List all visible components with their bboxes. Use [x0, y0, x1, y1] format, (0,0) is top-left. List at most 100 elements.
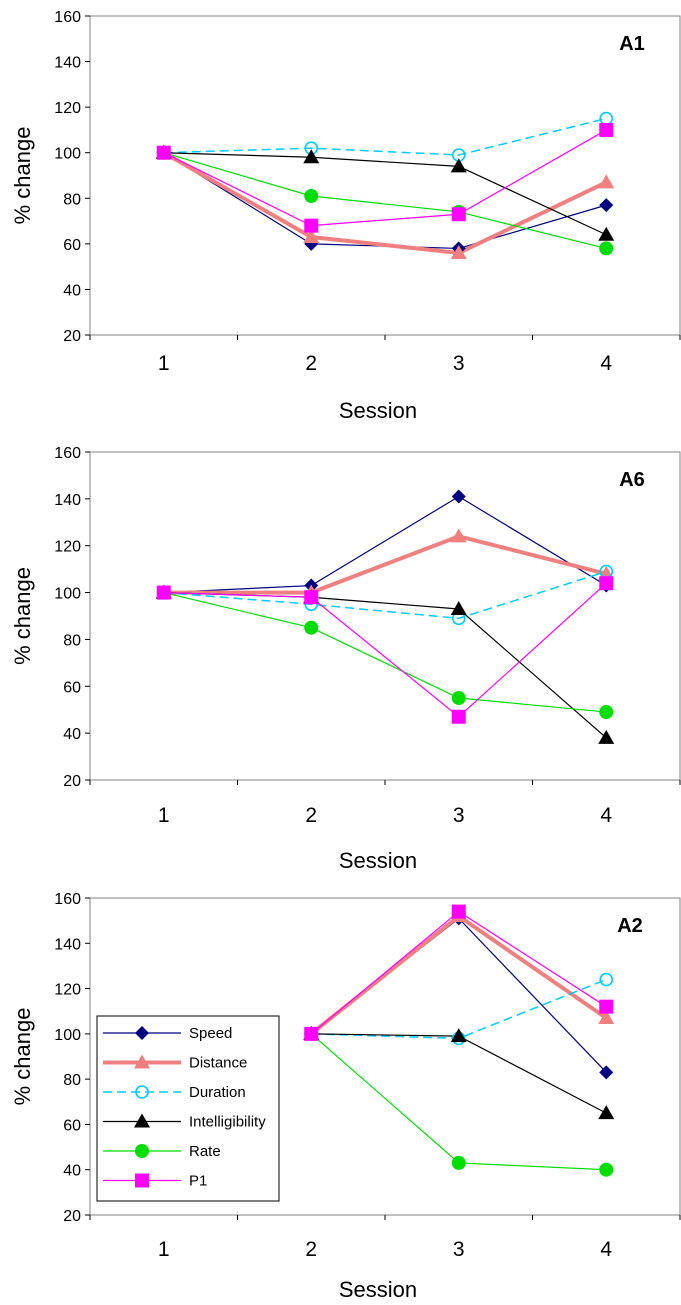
data-point-intelligibility — [450, 600, 467, 615]
legend-marker-intelligibility — [134, 1113, 150, 1128]
legend-marker-p1 — [135, 1173, 149, 1188]
x-tick-label: 4 — [600, 804, 612, 827]
series-line-rate — [163, 152, 607, 249]
data-point-p1 — [304, 218, 319, 233]
x-tick-label: 4 — [600, 1238, 612, 1261]
x-tick-label: 1 — [158, 1238, 170, 1261]
data-point-intelligibility — [450, 1028, 467, 1043]
data-point-p1 — [156, 585, 171, 600]
series-line-intelligibility — [163, 591, 607, 739]
series-line-p1 — [163, 129, 607, 227]
series-line-intelligibility — [163, 152, 607, 236]
series-line-speed — [163, 495, 607, 594]
legend-label-speed: Speed — [189, 1025, 232, 1042]
data-point-rate — [599, 1162, 614, 1177]
y-tick-label: 40 — [63, 726, 81, 743]
legend-label-p1: P1 — [189, 1173, 207, 1190]
panel-label: A1 — [619, 33, 645, 55]
data-point-rate — [599, 241, 614, 256]
y-tick-label: 140 — [54, 492, 81, 509]
y-tick-label: 60 — [63, 237, 81, 254]
y-tick-label: 140 — [54, 936, 81, 953]
y-tick-label: 40 — [63, 1163, 81, 1180]
x-tick-label: 3 — [453, 804, 465, 827]
data-point-distance — [598, 174, 615, 189]
y-tick-label: 80 — [63, 1072, 81, 1089]
y-axis-title: % change — [10, 127, 35, 225]
legend-marker-rate — [135, 1144, 149, 1158]
data-point-speed — [599, 198, 614, 213]
data-point-rate — [451, 1155, 466, 1170]
x-axis-title: Session — [339, 848, 417, 873]
series-line-p1 — [310, 910, 607, 1035]
series-line-intelligibility — [311, 1033, 607, 1114]
data-point-p1 — [599, 999, 614, 1014]
data-point-duration — [599, 111, 614, 126]
series-line-duration — [163, 117, 607, 156]
data-point-p1 — [451, 904, 466, 919]
data-point-duration — [599, 972, 614, 987]
series-line-duration — [163, 570, 607, 620]
y-tick-label: 120 — [54, 982, 81, 999]
chart-panel-1: 20 40 60 80 100 120 140 160 1 2 3 4 Session % change A… — [10, 9, 681, 423]
panel-label: A6 — [619, 469, 645, 491]
legend-marker-duration — [135, 1085, 149, 1099]
y-tick-label: 80 — [63, 191, 81, 208]
series-line-speed — [310, 917, 607, 1073]
data-point-rate — [304, 189, 319, 204]
legend-label-intelligibility: Intelligibility — [189, 1114, 266, 1131]
chart-panel-2: 20 40 60 80 100 120 140 160 1 2 3 4 Session % change A… — [10, 445, 681, 873]
chart-panel-3: 20 40 60 80 100 120 140 160 1 2 3 4 Session % change A… — [10, 891, 681, 1302]
series-line-rate — [163, 591, 607, 713]
legend: Speed Distance Duration Intelligibility Rate… — [96, 1015, 280, 1202]
data-point-p1 — [304, 590, 319, 605]
series-line-p1 — [163, 582, 607, 718]
data-point-rate — [599, 705, 614, 720]
legend-label-distance: Distance — [189, 1055, 247, 1072]
data-point-speed — [451, 489, 466, 504]
data-point-p1 — [599, 576, 614, 591]
plot-area — [89, 451, 681, 781]
y-axis-title: % change — [10, 1008, 35, 1106]
data-point-p1 — [599, 122, 614, 137]
x-tick-label: 2 — [305, 1238, 317, 1261]
y-tick-label: 20 — [63, 1208, 81, 1225]
series-line-rate — [310, 1033, 607, 1171]
data-point-p1 — [451, 207, 466, 222]
data-point-distance — [450, 528, 467, 543]
legend-box — [96, 1015, 280, 1202]
data-point-p1 — [156, 145, 171, 160]
y-tick-label: 160 — [54, 9, 81, 26]
data-point-intelligibility — [598, 1105, 615, 1120]
series-line-speed — [163, 152, 607, 250]
x-tick-label: 4 — [600, 352, 612, 375]
data-point-distance — [303, 229, 320, 244]
panel-label: A2 — [617, 915, 643, 937]
y-tick-label: 100 — [54, 1027, 81, 1044]
y-tick-label: 160 — [54, 445, 81, 462]
x-tick-label: 1 — [158, 804, 170, 827]
data-point-speed — [599, 1065, 614, 1080]
y-tick-label: 120 — [54, 100, 81, 117]
x-tick-label: 2 — [305, 804, 317, 827]
data-point-intelligibility — [598, 226, 615, 241]
x-tick-label: 3 — [453, 352, 465, 375]
series-line-distance — [162, 150, 608, 256]
x-axis-title: Session — [339, 398, 417, 423]
y-tick-label: 80 — [63, 632, 81, 649]
data-point-p1 — [451, 709, 466, 724]
y-tick-label: 60 — [63, 1117, 81, 1134]
series-line-distance — [163, 534, 607, 595]
data-point-p1 — [304, 1026, 319, 1041]
y-tick-label: 100 — [54, 146, 81, 163]
x-tick-label: 1 — [158, 352, 170, 375]
x-tick-label: 2 — [305, 352, 317, 375]
x-tick-label: 3 — [453, 1238, 465, 1261]
data-point-distance — [598, 1010, 615, 1025]
data-point-rate — [451, 691, 466, 705]
legend-label-duration: Duration — [189, 1084, 246, 1101]
y-axis-title: % change — [10, 567, 35, 665]
data-point-intelligibility — [303, 149, 320, 164]
y-tick-label: 20 — [63, 773, 81, 790]
data-point-intelligibility — [450, 158, 467, 173]
